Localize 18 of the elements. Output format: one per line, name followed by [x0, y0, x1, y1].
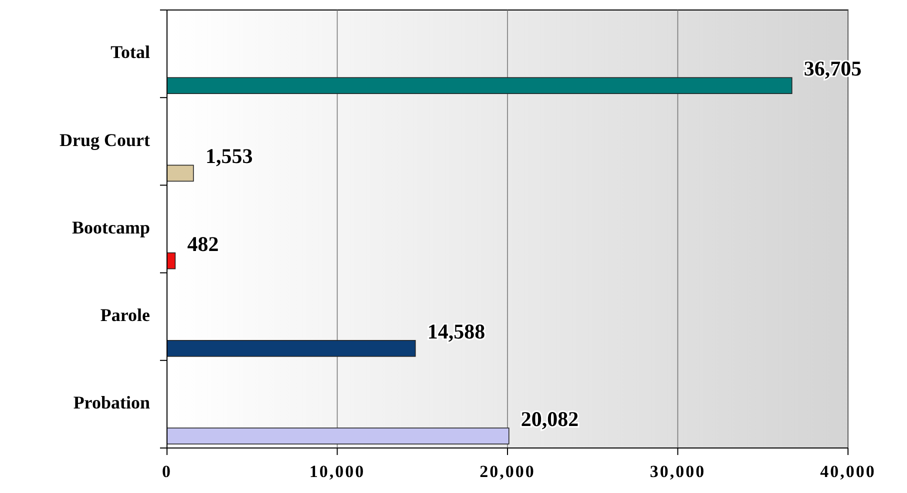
x-tick-label: 40,000: [820, 462, 876, 481]
y-tick-label: Probation: [73, 392, 150, 413]
y-tick-label: Drug Court: [60, 130, 150, 150]
data-label: 14,588: [427, 319, 486, 344]
bar: [166, 428, 510, 444]
bar: [166, 340, 416, 357]
data-label: 482: [187, 232, 219, 256]
y-tick-label: Bootcamp: [72, 217, 150, 238]
y-tick-label: Parole: [100, 304, 150, 325]
data-label: 1,553: [205, 144, 253, 168]
bar: [166, 164, 194, 182]
data-label: 20,082: [520, 407, 579, 431]
x-tick-label: 0: [162, 462, 172, 481]
bar: [166, 77, 792, 94]
x-tick-label: 30,000: [650, 462, 706, 481]
x-tick-label: 20,000: [480, 462, 536, 481]
y-tick-label: Total: [110, 42, 150, 62]
x-tick-label: 10,000: [309, 462, 366, 481]
